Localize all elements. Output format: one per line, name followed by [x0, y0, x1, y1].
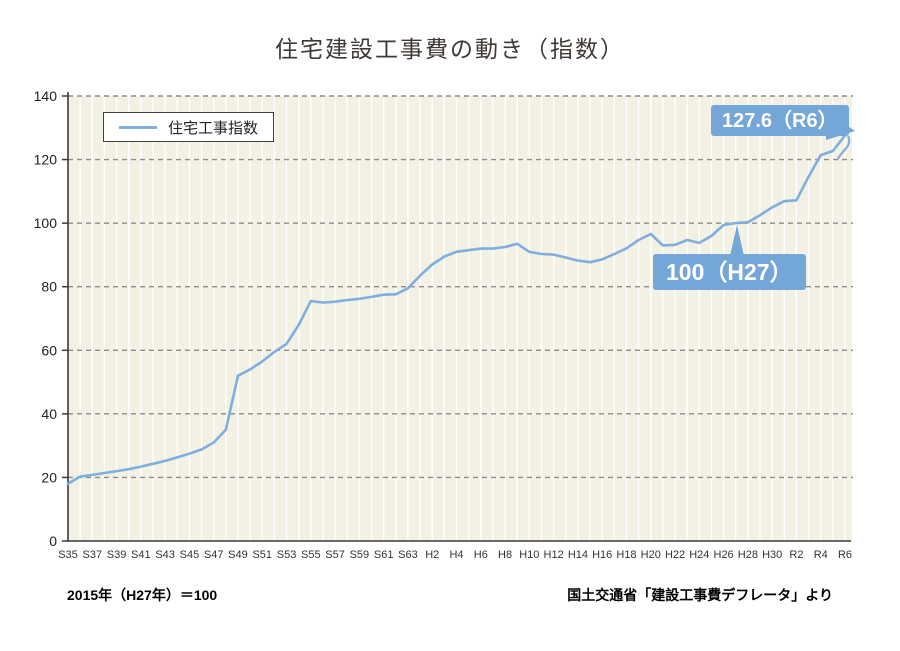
data-line — [66, 134, 847, 486]
x-axis-tick-label: S63 — [398, 549, 418, 561]
x-axis-tick-label: S45 — [180, 549, 200, 561]
x-axis-tick-label: H2 — [425, 549, 439, 561]
legend-line-swatch — [119, 125, 157, 129]
x-axis-tick-label: S35 — [58, 549, 78, 561]
chart-title: 住宅建設工事費の動き（指数） — [275, 36, 625, 62]
x-axis-tick-label: S47 — [204, 549, 224, 561]
x-axis-tick-label: S57 — [325, 549, 345, 561]
x-axis-tick-label: S43 — [155, 549, 175, 561]
x-axis-tick-label: H28 — [738, 549, 758, 561]
legend: 住宅工事指数 — [103, 112, 275, 142]
x-axis-tick-label: H8 — [498, 549, 512, 561]
x-axis-tick-label: H14 — [568, 549, 588, 561]
y-axis-tick-label: 100 — [34, 215, 58, 231]
x-axis-tick-label: H26 — [714, 549, 734, 561]
x-axis-tick-label: S51 — [252, 549, 272, 561]
x-axis-tick-label: R2 — [789, 549, 803, 561]
x-axis-tick-label: S61 — [374, 549, 394, 561]
x-axis-tick-label: H6 — [474, 549, 488, 561]
legend-label: 住宅工事指数 — [168, 119, 259, 137]
x-axis-tick-label: S49 — [228, 549, 248, 561]
y-axis-tick-label: 0 — [49, 533, 57, 549]
x-axis-tick-label: H24 — [689, 549, 709, 561]
y-axis-tick-label: 60 — [41, 342, 57, 358]
callout-base-pointer — [730, 225, 744, 256]
x-axis-tick-label: S55 — [301, 549, 321, 561]
x-axis-tick-label: H18 — [616, 549, 636, 561]
callout-base-value: 100（H27） — [653, 254, 806, 290]
plot-background — [68, 96, 852, 541]
y-axis-tick-label: 20 — [41, 469, 57, 485]
y-axis-tick-label: 40 — [41, 406, 57, 422]
y-axis-tick-label: 140 — [34, 88, 58, 104]
x-axis-tick-label: H4 — [449, 549, 463, 561]
x-axis-tick-label: R6 — [838, 549, 852, 561]
x-axis-tick-label: R4 — [814, 549, 828, 561]
x-axis-tick-label: H20 — [641, 549, 661, 561]
x-axis-tick-label: S41 — [131, 549, 151, 561]
x-axis-tick-label: S53 — [277, 549, 297, 561]
callout-latest-squiggle — [836, 135, 851, 160]
callout-latest-value: 127.6（R6） — [711, 105, 849, 136]
y-axis-tick-label: 120 — [34, 152, 58, 168]
x-axis-tick-label: S39 — [107, 549, 127, 561]
x-axis-tick-label: H12 — [544, 549, 564, 561]
y-axis-tick-label: 80 — [41, 279, 57, 295]
x-axis-tick-label: S59 — [350, 549, 370, 561]
source-credit: 国土交通省「建設工事費デフレータ」より — [567, 587, 833, 603]
footnote-base-year: 2015年（H27年）＝100 — [67, 587, 218, 603]
x-axis-tick-label: H10 — [519, 549, 539, 561]
x-axis-tick-label: H30 — [762, 549, 782, 561]
x-axis-tick-label: H22 — [665, 549, 685, 561]
x-axis-tick-label: H16 — [592, 549, 612, 561]
x-axis-tick-label: S37 — [82, 549, 102, 561]
